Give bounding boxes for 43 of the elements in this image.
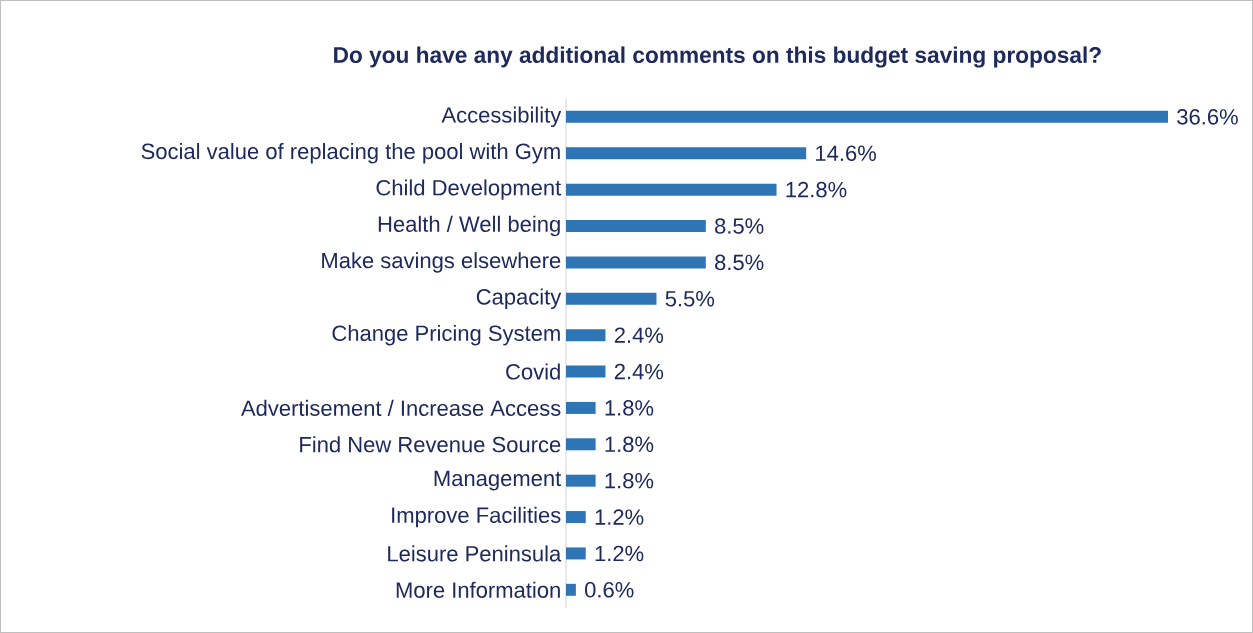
bar	[566, 583, 576, 596]
y-tick-label: Change Pricing System	[332, 324, 560, 346]
y-tick-label: Improve Facilities	[392, 506, 561, 528]
bar	[566, 292, 657, 305]
data-label: 1.8%	[605, 472, 654, 489]
data-label: 0.6%	[585, 582, 634, 598]
bar	[566, 547, 586, 560]
data-label: 36.6%	[1177, 109, 1238, 125]
data-label: 12.8%	[786, 181, 847, 198]
data-label: 8.5%	[715, 218, 764, 234]
data-label: 1.2%	[595, 509, 644, 525]
y-tick-label: Find New Revenue Source	[300, 436, 561, 453]
data-label: 2.4%	[614, 327, 664, 343]
y-tick-label: Accessibility	[441, 106, 562, 128]
data-label: 5.5%	[665, 291, 715, 307]
y-tick-label: Health / Well being	[378, 215, 560, 237]
bar	[566, 110, 1169, 123]
y-tick-label: Capacity	[476, 288, 562, 310]
data-label: 1.2%	[595, 545, 644, 562]
bar	[566, 220, 706, 233]
data-label: 8.5%	[715, 254, 764, 271]
bar	[566, 511, 586, 524]
y-tick-label: Make savings elsewhere	[322, 252, 561, 273]
bar	[566, 401, 596, 414]
bar	[566, 147, 807, 160]
data-label: 14.6%	[816, 145, 876, 162]
data-label: 1.8%	[605, 400, 654, 416]
y-tick-label: Covid	[506, 363, 560, 380]
y-tick-label: Advertisement / Increase Access	[240, 399, 561, 416]
bar	[566, 365, 606, 378]
bar	[566, 474, 596, 487]
bar	[566, 329, 606, 342]
data-label: 2.4%	[614, 363, 664, 380]
bar	[566, 183, 777, 196]
y-tick-label: Management	[434, 470, 562, 491]
bar	[566, 256, 706, 269]
y-tick-label: Child Development	[376, 179, 562, 200]
y-tick-label: Social value of replacing the pool with Gym	[141, 143, 560, 164]
bar	[566, 438, 596, 451]
y-tick-label: Leisure Peninsula	[388, 545, 562, 562]
data-label: 1.8%	[605, 436, 654, 453]
chart-title: Do you have any additional comments on this budget saving proposal?	[334, 46, 1101, 68]
y-tick-label: More Information	[396, 581, 560, 598]
